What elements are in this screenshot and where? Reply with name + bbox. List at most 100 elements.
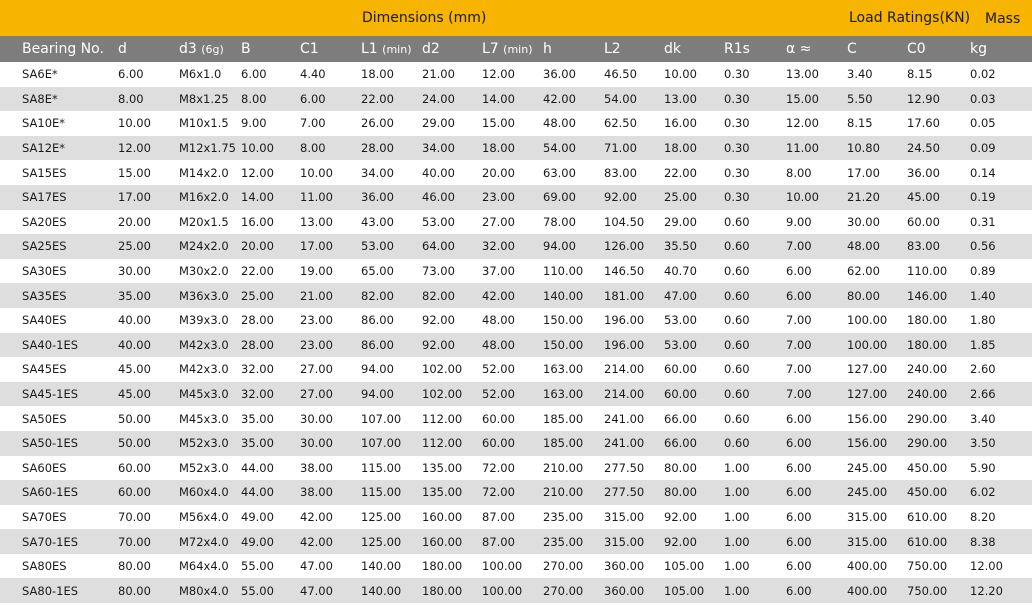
table-cell: 8.00 xyxy=(118,91,144,106)
table-cell: 9.00 xyxy=(786,214,812,229)
table-cell: 0.30 xyxy=(724,116,750,131)
table-cell: 11.00 xyxy=(300,190,333,205)
table-cell: 450.00 xyxy=(907,460,948,475)
table-cell: 0.09 xyxy=(970,141,996,156)
table-cell: 70.00 xyxy=(118,534,151,549)
table-cell: 35.00 xyxy=(241,411,274,426)
table-cell: 30.00 xyxy=(847,214,880,229)
table-cell: 86.00 xyxy=(361,313,394,328)
table-cell: 13.00 xyxy=(664,91,697,106)
column-header-label: L1 xyxy=(361,41,378,57)
table-cell: 80.00 xyxy=(118,583,151,598)
table-cell: M36x3.0 xyxy=(179,288,229,303)
table-cell: 16.00 xyxy=(241,214,274,229)
table-cell: 8.38 xyxy=(970,534,996,549)
table-cell: 22.00 xyxy=(241,264,274,279)
table-cell: 10.00 xyxy=(664,67,697,82)
table-cell: 12.00 xyxy=(241,165,274,180)
table-cell: 0.30 xyxy=(724,141,750,156)
column-header: L2 xyxy=(604,36,664,62)
table-cell: 107.00 xyxy=(361,436,402,451)
table-cell: 0.02 xyxy=(970,67,996,82)
table-cell: 87.00 xyxy=(482,534,515,549)
table-row: SA50ES 50.00 M45x3.0 35.00 30.00 107.00 112.00… xyxy=(0,406,1032,431)
table-cell: 0.60 xyxy=(724,288,750,303)
bearing-number-cell: SA10E* xyxy=(22,116,66,131)
table-cell: 71.00 xyxy=(604,141,637,156)
table-cell: 48.00 xyxy=(482,313,515,328)
table-cell: 46.50 xyxy=(604,67,637,82)
table-cell: 29.00 xyxy=(422,116,455,131)
bearing-number-cell: SA15ES xyxy=(22,165,67,180)
table-cell: 100.00 xyxy=(847,313,888,328)
table-cell: 20.00 xyxy=(241,239,274,254)
table-cell: 17.00 xyxy=(118,190,151,205)
table-cell: 127.00 xyxy=(847,362,888,377)
table-cell: 196.00 xyxy=(604,313,645,328)
table-cell: 115.00 xyxy=(361,460,402,475)
table-cell: 1.40 xyxy=(970,288,996,303)
table-cell: 100.00 xyxy=(847,337,888,352)
table-row: SA30ES 30.00 M30x2.0 22.00 19.00 65.00 73.00 37… xyxy=(0,258,1032,284)
table-cell: 13.00 xyxy=(300,214,333,229)
table-cell: 94.00 xyxy=(543,239,576,254)
bearing-number-cell: SA40-1ES xyxy=(22,337,79,352)
table-cell: 0.60 xyxy=(724,411,750,426)
column-header-label: C xyxy=(847,41,857,57)
table-cell: 8.00 xyxy=(300,141,326,156)
table-cell: 63.00 xyxy=(543,165,576,180)
table-cell: 10.00 xyxy=(786,190,819,205)
bearing-number-cell: SA35ES xyxy=(22,288,67,303)
table-cell: 7.00 xyxy=(786,337,812,352)
table-cell: 40.00 xyxy=(118,337,151,352)
dimensions-heading: Dimensions (mm) xyxy=(362,10,487,26)
table-cell: 0.89 xyxy=(970,264,996,279)
load-ratings-heading: Load Ratings(KN) xyxy=(849,10,971,26)
table-row: SA45ES 45.00 M42x3.0 32.00 27.00 94.00 102.00 5… xyxy=(0,357,1032,382)
table-row: SA35ES 35.00 M36x3.0 25.00 21.00 82.00 82.00 42… xyxy=(0,283,1032,308)
table-cell: M16x2.0 xyxy=(179,190,229,205)
table-cell: 19.00 xyxy=(300,264,333,279)
table-cell: 1.00 xyxy=(724,583,750,598)
mass-heading: Mass xyxy=(985,11,1021,27)
table-cell: 69.00 xyxy=(543,190,576,205)
table-cell: 38.00 xyxy=(300,460,333,475)
table-row: SA50-1ES 50.00 M52x3.0 35.00 30.00 107.00 112.… xyxy=(0,430,1032,456)
table-cell: 125.00 xyxy=(361,509,402,524)
table-cell: 34.00 xyxy=(422,141,455,156)
table-cell: 0.56 xyxy=(970,239,996,254)
table-cell: 52.00 xyxy=(482,362,515,377)
table-cell: 102.00 xyxy=(422,362,463,377)
table-cell: 65.00 xyxy=(361,264,394,279)
table-cell: 7.00 xyxy=(786,362,812,377)
bearing-number-cell: SA6E* xyxy=(22,67,58,82)
table-cell: 156.00 xyxy=(847,411,888,426)
table-cell: 92.00 xyxy=(422,313,455,328)
table-cell: 315.00 xyxy=(604,509,645,524)
table-cell: 36.00 xyxy=(543,67,576,82)
table-cell: 12.00 xyxy=(482,67,515,82)
table-cell: 315.00 xyxy=(604,534,645,549)
column-header-label: kg xyxy=(970,41,987,57)
table-cell: 16.00 xyxy=(664,116,697,131)
table-cell: 32.00 xyxy=(241,387,274,402)
table-cell: 6.00 xyxy=(786,534,812,549)
table-cell: 94.00 xyxy=(361,387,394,402)
bearing-number-cell: SA70ES xyxy=(22,509,67,524)
table-cell: 6.00 xyxy=(241,67,267,82)
header-row: Bearing No. d d3 (6g) B C1 L1 (min) d2 L7 (min)… xyxy=(0,36,1032,62)
table-cell: M42x3.0 xyxy=(179,337,229,352)
table-cell: M39x3.0 xyxy=(179,313,229,328)
table-cell: 240.00 xyxy=(907,362,948,377)
table-cell: M12x1.75 xyxy=(179,141,236,156)
table-cell: 12.20 xyxy=(970,583,1003,598)
table-cell: 100.00 xyxy=(482,559,523,574)
table-cell: 0.60 xyxy=(724,239,750,254)
column-header-label: d3 xyxy=(179,41,197,57)
table-cell: 40.00 xyxy=(118,313,151,328)
table-cell: 180.00 xyxy=(907,337,948,352)
table-cell: 181.00 xyxy=(604,288,645,303)
bearing-number-cell: SA60-1ES xyxy=(22,485,79,500)
table-cell: 140.00 xyxy=(361,559,402,574)
table-cell: 46.00 xyxy=(422,190,455,205)
